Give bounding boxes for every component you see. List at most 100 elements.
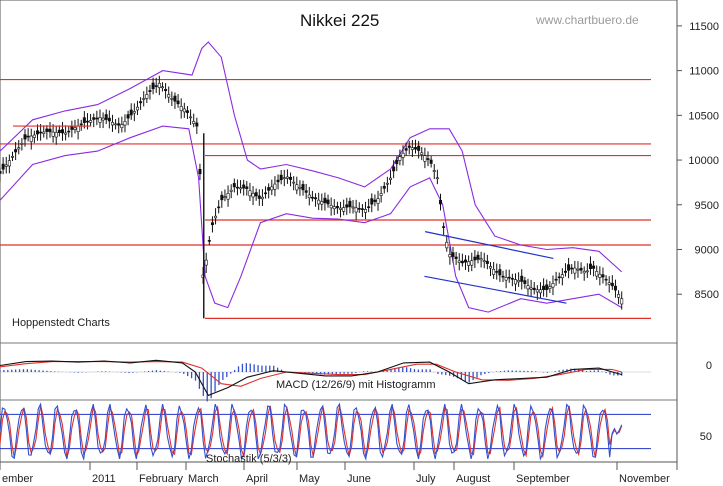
price-candle-body [613, 285, 617, 291]
price-candle-body [435, 177, 439, 180]
price-candle-body [448, 254, 452, 258]
price-candle-body [314, 197, 318, 200]
price-candle-body [60, 129, 64, 134]
price-candle-body [335, 206, 339, 209]
price-candle-body [373, 199, 377, 202]
price-candle-body [110, 122, 114, 126]
price-candle-body [554, 278, 558, 281]
price-candle-body [535, 289, 539, 293]
price-candle-body [242, 184, 246, 189]
price-candle-body [473, 256, 477, 261]
price-candle-body [64, 132, 68, 135]
price-candle-body [210, 222, 214, 226]
price-candle-body [198, 168, 202, 175]
price-candle-body [379, 193, 383, 196]
price-candle-body [517, 280, 521, 283]
price-candle-body [495, 271, 499, 273]
price-candle-body [454, 256, 458, 260]
price-candle-body [423, 155, 427, 162]
price-candle-body [48, 128, 52, 133]
price-candle-body [32, 134, 36, 138]
chart-title: Nikkei 225 [300, 11, 379, 30]
price-candle-body [567, 264, 571, 271]
price-candle-body [270, 186, 274, 191]
time-tick-label: May [299, 473, 320, 485]
price-candle-body [98, 117, 102, 123]
time-tick-label: June [347, 473, 371, 485]
price-candle-body [607, 282, 611, 285]
bollinger-bands [0, 41, 623, 313]
price-candle-body [185, 110, 189, 113]
price-candle-body [23, 134, 27, 140]
trend-channel [13, 125, 567, 304]
time-tick-label: July [416, 473, 436, 485]
price-candle-body [45, 128, 49, 132]
price-candle-body [89, 120, 93, 123]
price-candle-body [488, 266, 492, 269]
price-candle-body [520, 275, 524, 282]
price-candle-body [20, 143, 24, 145]
price-candle-body [142, 98, 146, 100]
price-candle-body [226, 193, 230, 200]
price-candle-body [339, 207, 343, 210]
price-candle-body [17, 147, 21, 150]
stoch-k-line [0, 402, 623, 462]
price-candle-body [463, 259, 467, 263]
upper-band [0, 41, 623, 273]
price-candle-body [598, 273, 602, 278]
price-candle-body [560, 274, 564, 279]
price-candle-body [573, 267, 577, 274]
price-candle-body [51, 131, 55, 137]
time-tick-label: August [456, 473, 490, 485]
price-candle-body [592, 265, 596, 269]
time-tick-label: March [188, 473, 219, 485]
price-candle-body [232, 183, 236, 188]
price-candle-body [245, 186, 249, 189]
price-candle-body [254, 192, 258, 197]
macd-label: MACD (12/26/9) mit Histogramm [276, 379, 436, 391]
price-candle-body [354, 207, 358, 213]
price-candle-body [54, 132, 58, 138]
price-candle-body [160, 86, 164, 89]
stoch-d-line [0, 404, 623, 459]
price-candle-body [276, 179, 280, 183]
price-candle-body [414, 147, 418, 150]
price-candle-body [164, 88, 168, 91]
price-candle-body [376, 198, 380, 204]
price-candle-body [82, 117, 86, 123]
price-candle-body [426, 158, 430, 160]
price-candle-body [342, 207, 346, 212]
macd-zero-tick: 0 [706, 360, 712, 372]
time-tick-label: April [246, 473, 268, 485]
price-candle-body [10, 156, 14, 158]
price-candle-body [439, 199, 443, 205]
price-candle-body [492, 269, 496, 275]
price-candle-body [114, 123, 118, 126]
price-candle-body [582, 270, 586, 274]
source-label: Hoppenstedt Charts [12, 317, 110, 329]
price-candle-body [532, 287, 536, 291]
price-candle-body [351, 206, 355, 209]
price-tick-label: 10000 [688, 155, 719, 167]
price-candle-body [220, 194, 224, 201]
price-tick-label: 11000 [689, 66, 719, 78]
price-candle-body [264, 192, 268, 195]
channel-line [424, 231, 554, 260]
price-candle-body [529, 287, 533, 290]
price-candle-body [542, 285, 546, 291]
macd-panel [0, 359, 651, 402]
price-candle-body [304, 190, 308, 193]
price-candle-body [279, 174, 283, 181]
price-candle-body [332, 206, 336, 210]
price-candle-body [382, 185, 386, 189]
price-candle-body [107, 117, 111, 122]
price-candle-body [407, 145, 411, 148]
price-candle-body [1, 163, 5, 170]
price-candle-body [410, 147, 414, 150]
price-tick-label: 9500 [695, 200, 719, 212]
price-candle-body [207, 240, 211, 242]
price-tick-label: 11500 [689, 21, 719, 33]
price-candle-body [404, 148, 408, 151]
price-candle-body [579, 267, 583, 271]
price-candle-body [192, 121, 196, 124]
